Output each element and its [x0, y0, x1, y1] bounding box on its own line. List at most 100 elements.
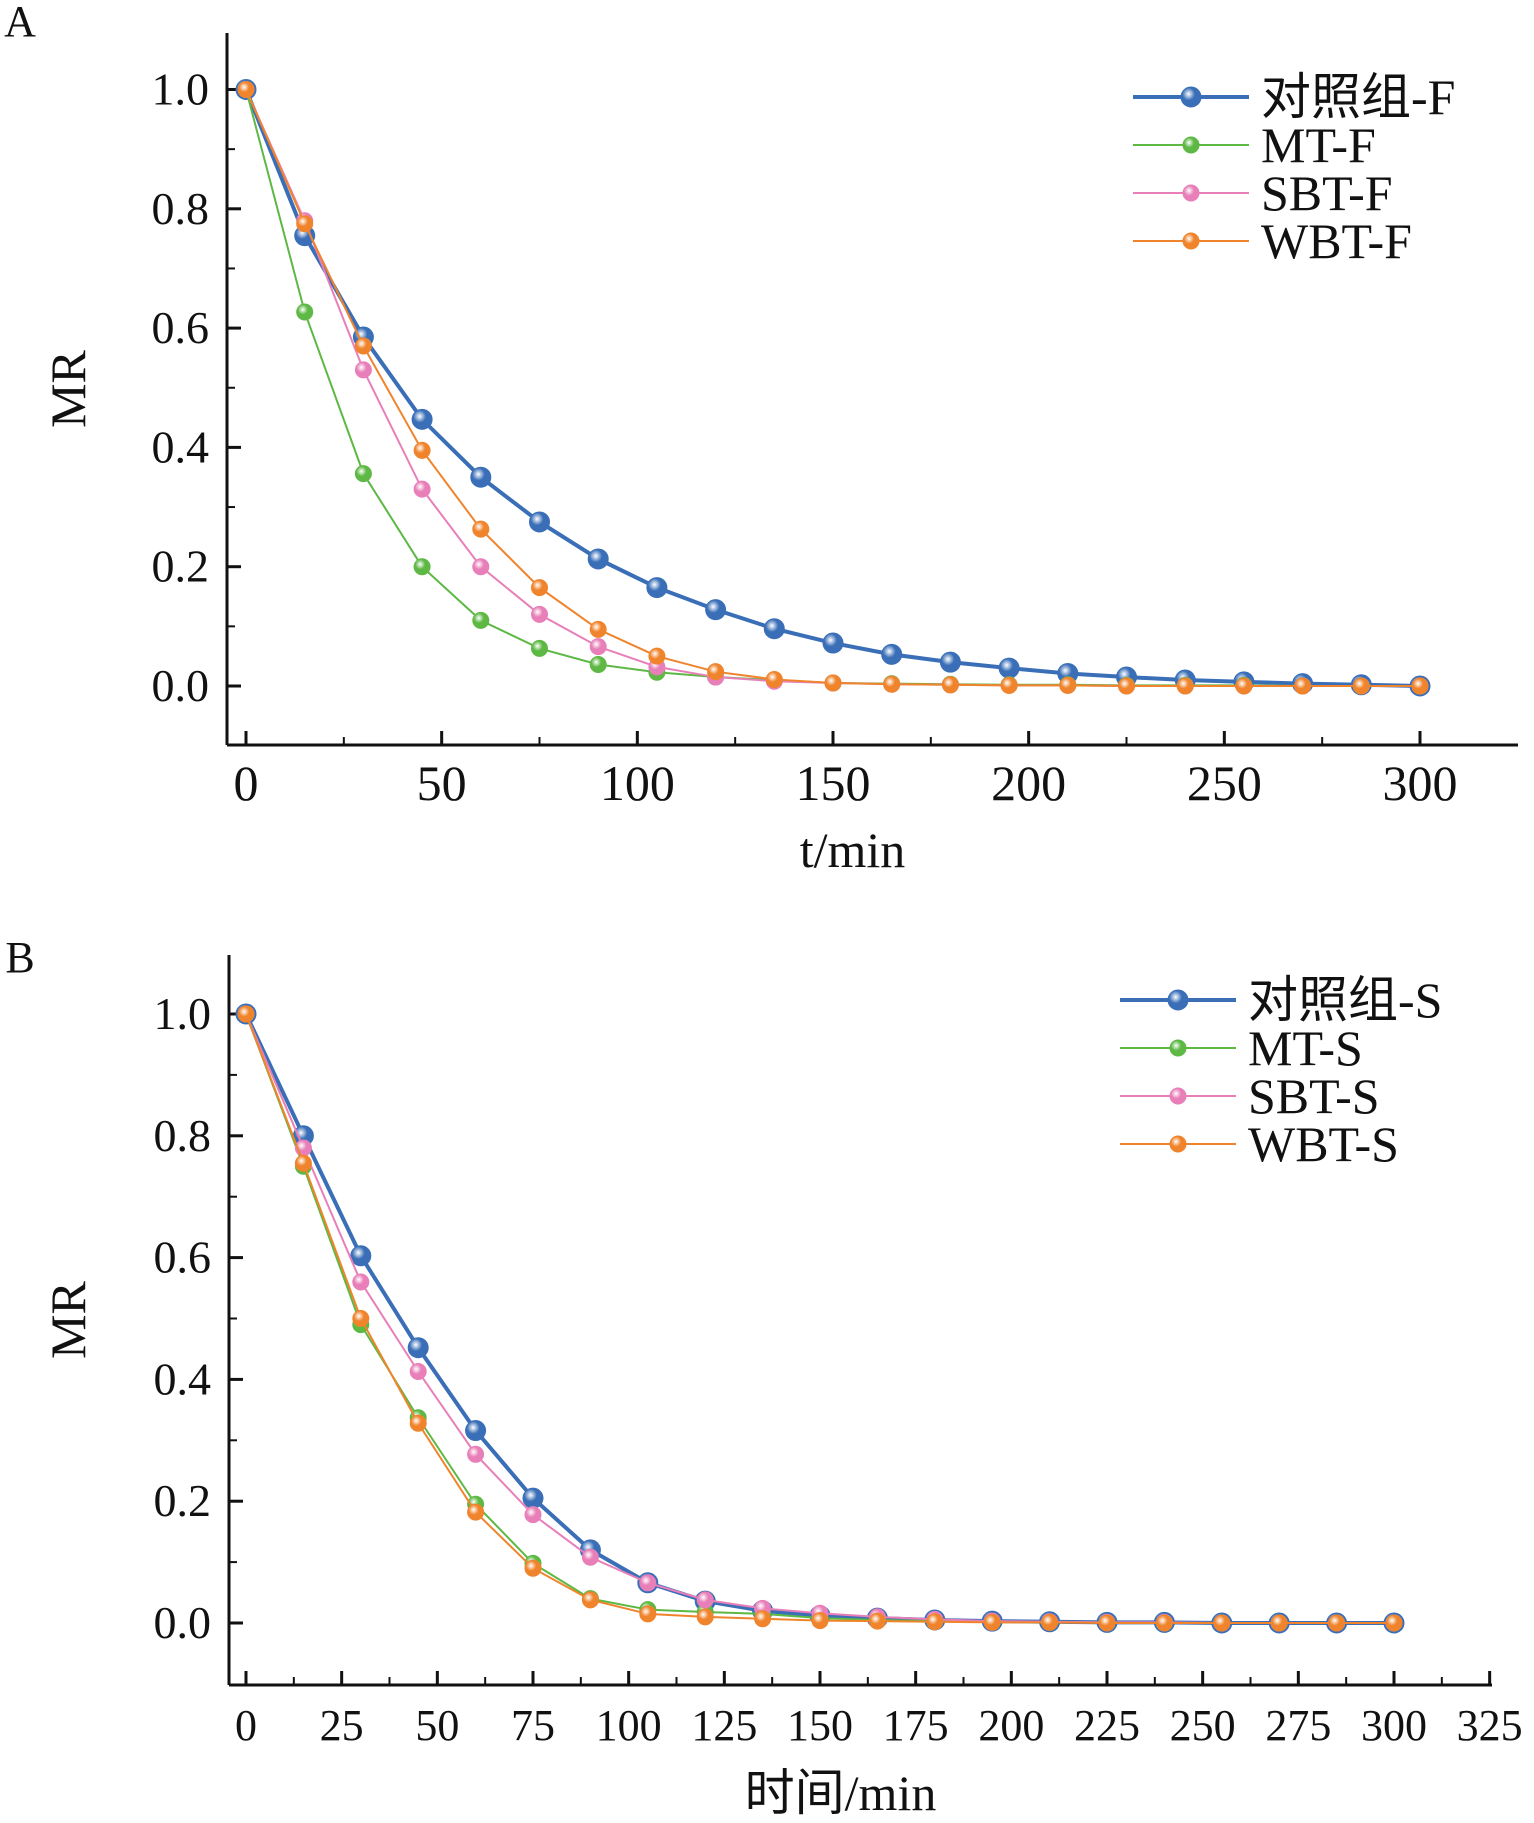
data-point	[531, 605, 548, 623]
legend-marker	[1182, 136, 1200, 154]
data-point	[939, 651, 961, 673]
data-point	[1098, 1614, 1116, 1632]
y-tick-label: 1.0	[154, 988, 212, 1039]
data-point	[470, 466, 492, 488]
data-point	[531, 639, 548, 657]
x-tick-label: 300	[1383, 755, 1458, 811]
data-point	[589, 620, 607, 638]
data-point	[407, 1337, 429, 1359]
data-point	[467, 1503, 485, 1521]
x-tick-label: 250	[1170, 1701, 1236, 1750]
panel-label: A	[4, 0, 36, 46]
data-point	[1176, 677, 1194, 695]
data-point	[589, 656, 607, 674]
data-point	[413, 558, 431, 576]
legend-label: 对照组-F	[1261, 69, 1455, 125]
data-point	[467, 1445, 485, 1463]
data-point	[696, 1591, 714, 1609]
series-MT	[237, 1005, 1403, 1632]
data-point	[1000, 676, 1018, 694]
data-point	[822, 632, 844, 654]
series-SBT	[237, 1005, 1403, 1632]
data-point	[296, 303, 314, 321]
data-point	[413, 480, 431, 498]
data-point	[811, 1612, 829, 1630]
series-line	[245, 1013, 1394, 1624]
x-tick-label: 100	[596, 1701, 662, 1750]
data-point	[522, 1487, 544, 1509]
legend-marker	[1169, 1039, 1187, 1057]
x-tick-label: 50	[417, 755, 467, 811]
data-point	[926, 1613, 944, 1631]
legend-label: WBT-F	[1261, 213, 1412, 269]
x-tick-label: 200	[978, 1701, 1044, 1750]
x-tick-label: 250	[1187, 755, 1262, 811]
legend-marker	[1180, 86, 1202, 108]
x-tick-label: 200	[991, 755, 1066, 811]
x-tick-label: 325	[1457, 1701, 1523, 1750]
data-point	[352, 1273, 370, 1291]
data-point	[648, 647, 666, 665]
data-point	[1118, 677, 1135, 695]
data-point	[354, 361, 372, 379]
y-tick-label: 0.0	[152, 660, 210, 711]
x-tick-label: 150	[787, 1701, 853, 1750]
y-tick-label: 0.8	[152, 183, 210, 234]
y-tick-label: 0.2	[154, 1475, 212, 1526]
series-SBT	[237, 81, 1429, 695]
x-tick-label: 225	[1074, 1701, 1140, 1750]
y-axis-label: MR	[40, 349, 96, 427]
data-point	[983, 1613, 1001, 1631]
y-tick-label: 0.8	[154, 1110, 212, 1161]
data-point	[881, 643, 903, 665]
data-point	[765, 670, 783, 688]
data-point	[237, 81, 255, 98]
legend-label: WBT-S	[1248, 1116, 1399, 1172]
y-axis-label: MR	[40, 1280, 96, 1358]
data-point	[413, 441, 431, 459]
data-point	[639, 1605, 657, 1623]
x-tick-label: 0	[234, 755, 259, 811]
data-point	[1411, 677, 1429, 695]
y-tick-label: 0.6	[154, 1232, 212, 1283]
data-point	[707, 663, 725, 681]
data-point	[465, 1420, 487, 1442]
data-point	[646, 577, 668, 599]
data-point	[883, 675, 901, 693]
data-point	[296, 215, 314, 233]
data-point	[705, 599, 727, 621]
legend-marker	[1167, 989, 1189, 1011]
data-point	[868, 1612, 886, 1630]
data-point	[1328, 1614, 1346, 1632]
data-point	[589, 638, 607, 656]
series-line	[245, 1013, 1394, 1624]
panel-a: A 0.0 0.2 0.4 0.6 0.8 1.0 0 50 100 150 200 250 300 t/m…	[4, 0, 1518, 878]
legend-marker	[1169, 1087, 1187, 1105]
data-point	[998, 657, 1020, 679]
y-tick-label: 0.4	[152, 421, 210, 472]
y-tick-label: 0.0	[154, 1597, 212, 1648]
legend-label: SBT-S	[1248, 1068, 1380, 1124]
series-line	[244, 1013, 1394, 1625]
legend-label: SBT-F	[1261, 165, 1393, 221]
series-line	[244, 88, 1421, 688]
data-point	[941, 676, 959, 694]
series-line	[245, 89, 1420, 687]
data-point	[237, 1005, 255, 1023]
legend-marker	[1182, 184, 1200, 202]
data-point	[409, 1362, 427, 1380]
series-line	[245, 1013, 1394, 1624]
data-point	[1235, 677, 1253, 695]
data-point	[354, 337, 372, 355]
panel-label: B	[5, 933, 34, 982]
x-tick-label: 25	[320, 1701, 364, 1750]
x-tick-label: 125	[691, 1701, 757, 1750]
data-point	[581, 1548, 599, 1566]
series-line	[245, 89, 1420, 687]
legend-label: MT-F	[1261, 117, 1376, 173]
x-tick-label: 300	[1361, 1701, 1427, 1750]
series-control	[235, 1003, 1405, 1634]
data-point	[472, 520, 490, 538]
legend-marker	[1182, 232, 1200, 250]
